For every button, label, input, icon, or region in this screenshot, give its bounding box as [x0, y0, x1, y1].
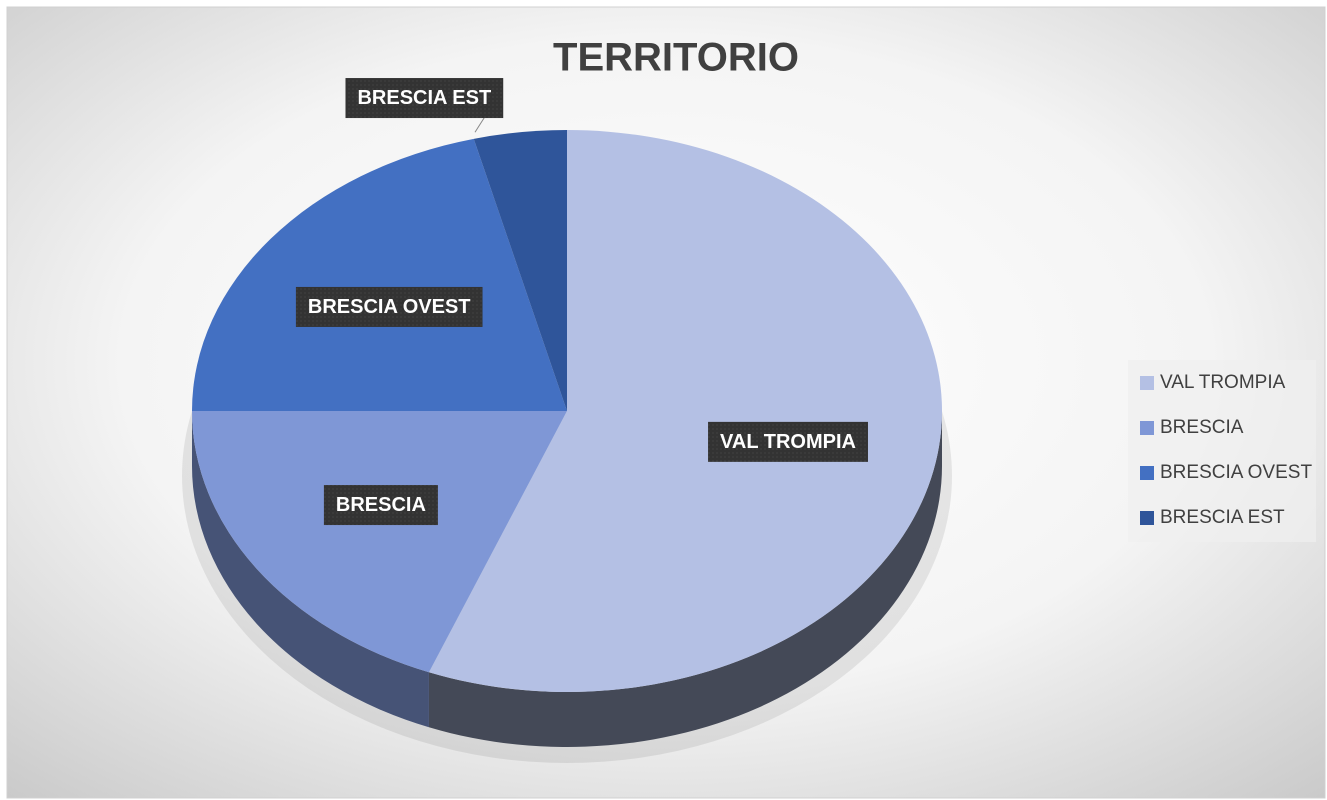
- data-label: BRESCIA EST: [357, 87, 491, 109]
- data-label: BRESCIA: [336, 494, 426, 516]
- pie-slice: [473, 130, 567, 411]
- legend-swatch: [1140, 376, 1154, 390]
- data-label-box: [708, 421, 868, 462]
- data-label-box: [295, 286, 483, 327]
- pie-slice: [192, 411, 567, 673]
- legend-label: BRESCIA OVEST: [1160, 462, 1312, 483]
- pie-side: [428, 411, 942, 748]
- legend-label: VAL TROMPIA: [1160, 372, 1286, 393]
- data-label: BRESCIA OVEST: [308, 296, 471, 318]
- data-label-box: [323, 485, 438, 526]
- legend-swatch: [1140, 466, 1154, 480]
- legend-box: [1128, 360, 1316, 542]
- legend-label: BRESCIA EST: [1160, 507, 1285, 528]
- pie-slice: [428, 130, 942, 692]
- data-label: VAL TROMPIA: [720, 431, 856, 453]
- legend-swatch: [1140, 511, 1154, 525]
- pie-slice: [192, 138, 567, 411]
- legend-swatch: [1140, 421, 1154, 435]
- chart-title: TERRITORIO: [553, 36, 799, 80]
- legend-label: BRESCIA: [1160, 417, 1244, 438]
- pie-side: [192, 411, 429, 728]
- data-label-box: [345, 78, 504, 119]
